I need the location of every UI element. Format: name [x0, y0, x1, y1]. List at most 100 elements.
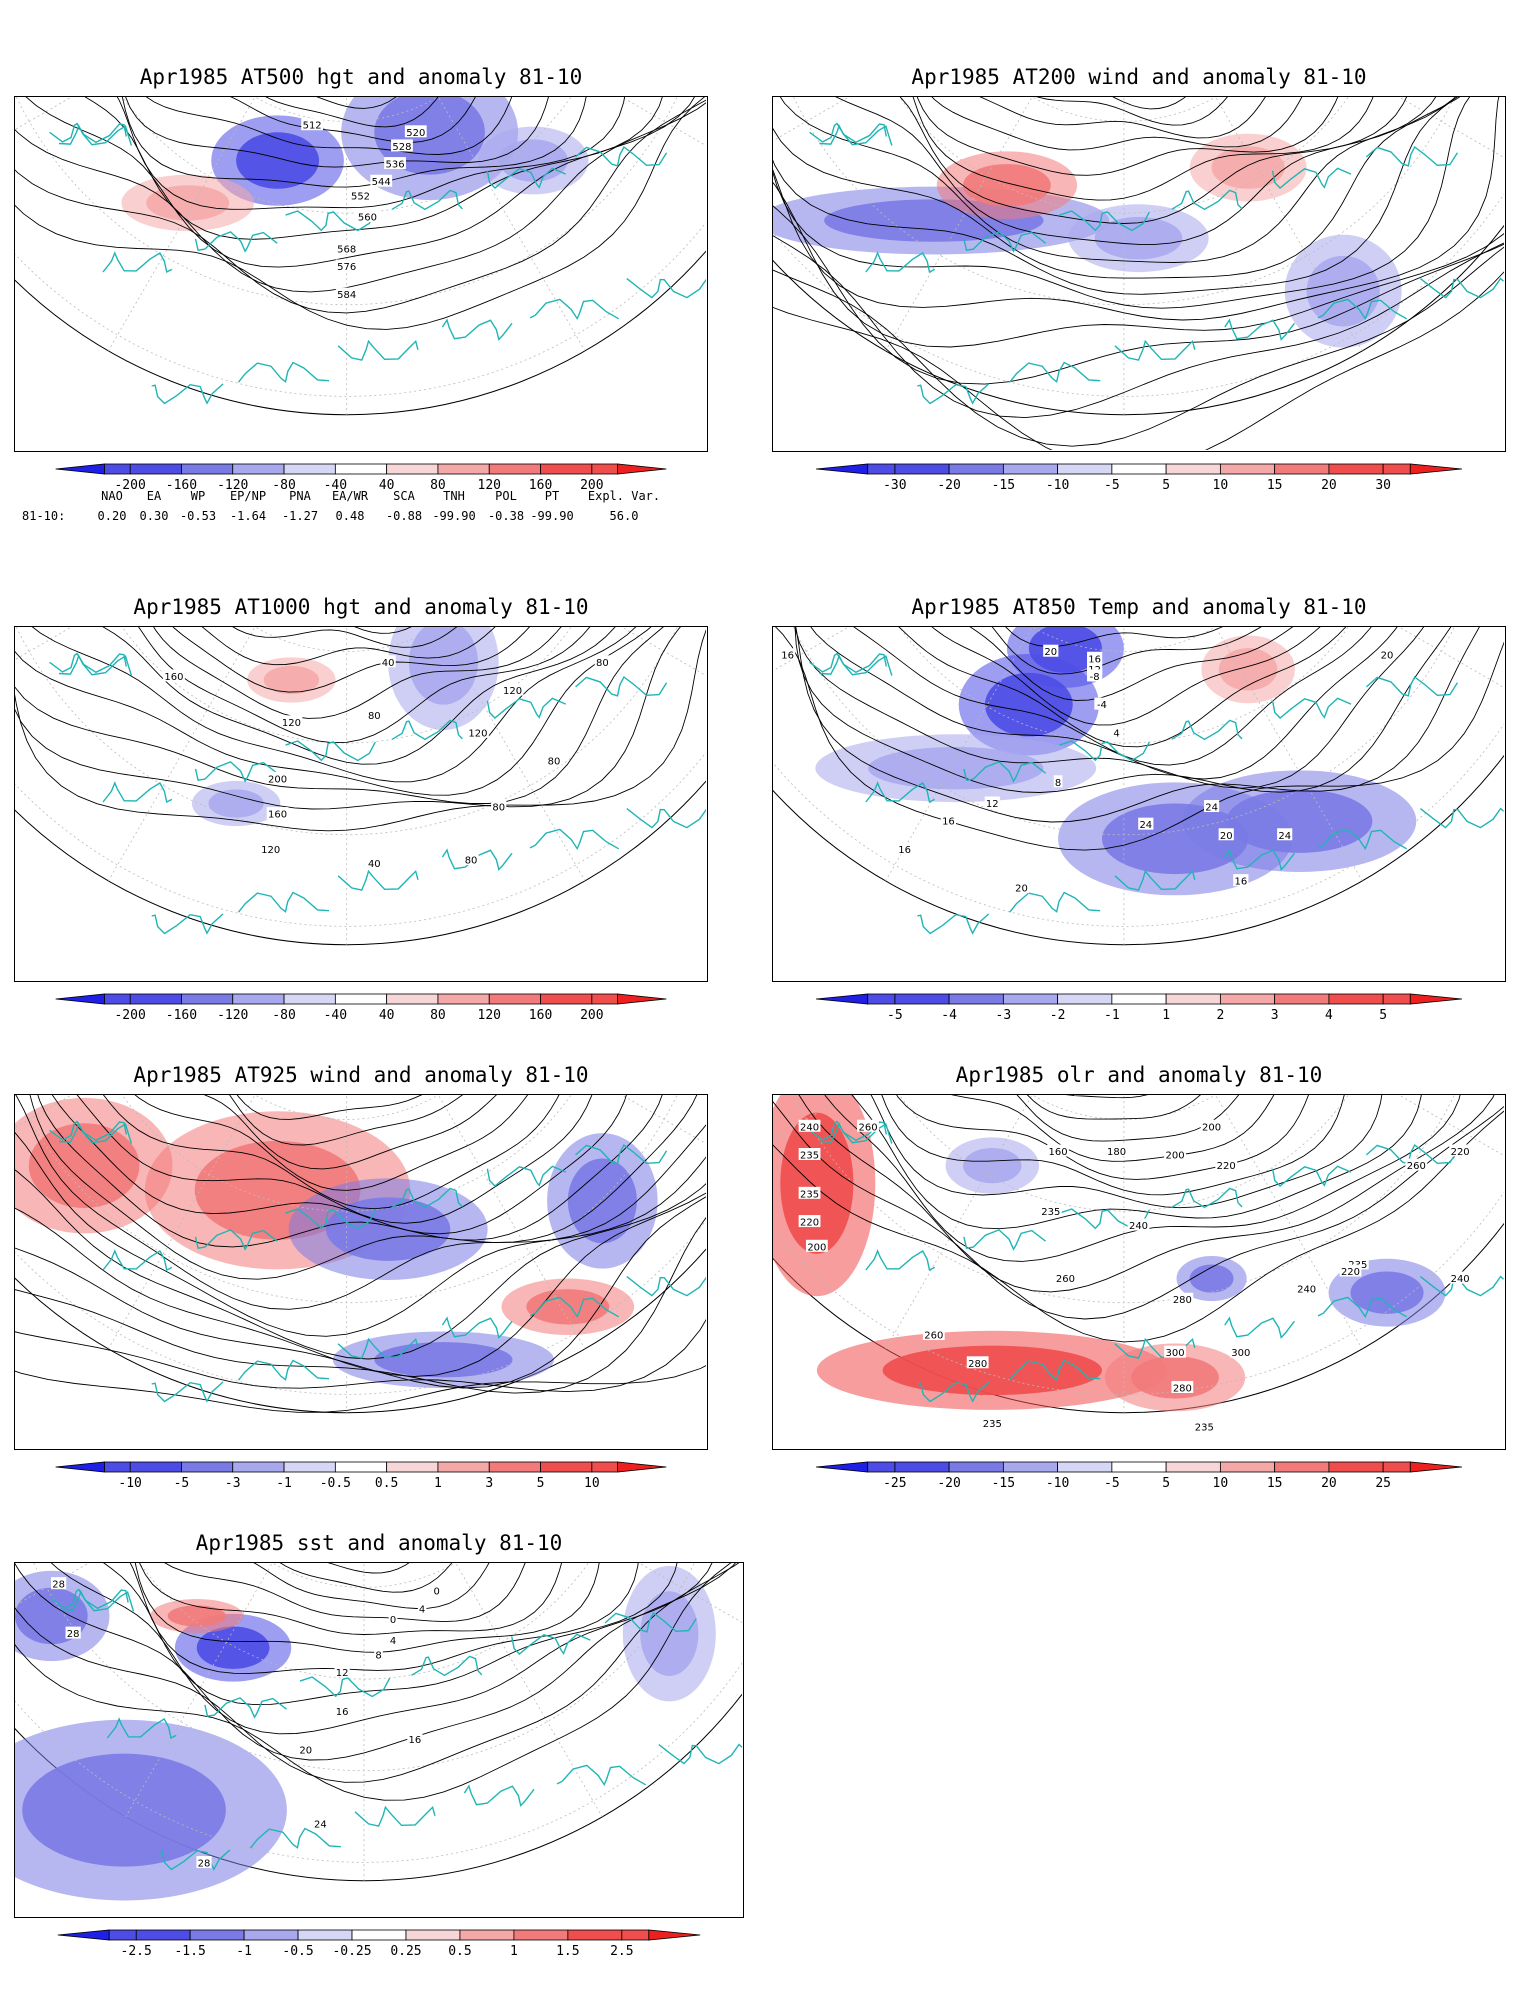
- contour-line: [76, 1095, 593, 1224]
- tele-header-pol: POL: [495, 489, 517, 503]
- contour-label: 560: [358, 213, 377, 224]
- coastline: [575, 675, 668, 697]
- contour-label: 260: [858, 1122, 877, 1133]
- contour-label-bg: [356, 210, 379, 223]
- contour-label-bg: [1449, 1144, 1472, 1157]
- contour-label-bg: [266, 771, 289, 784]
- contour-line: [931, 97, 1303, 151]
- anomaly-core: [780, 1112, 854, 1254]
- coastline: [58, 1121, 133, 1144]
- contour-line: [15, 1196, 706, 1389]
- colorbar-bin: [894, 463, 950, 475]
- tele-header-eawr: EA/WR: [331, 489, 369, 503]
- contour-line: [116, 97, 626, 210]
- contour-line: [84, 97, 663, 240]
- contour-line: [991, 627, 1262, 675]
- coastline: [285, 740, 376, 762]
- contour-line: [15, 1192, 706, 1377]
- colorbar-arrow-left: [55, 463, 105, 475]
- contour-label-bg: [334, 1665, 350, 1678]
- colorbar-tick-label: -2.5: [121, 1944, 152, 1959]
- contour-line: [773, 97, 1461, 279]
- contour-line: [979, 97, 1266, 139]
- contour-label-bg: [798, 1215, 821, 1228]
- tele-value-pt: -99.90: [530, 509, 574, 523]
- colorbar-bin: [488, 993, 541, 1005]
- colorbar-tick-label: -3: [225, 1476, 241, 1491]
- contour-label: 260: [924, 1331, 943, 1342]
- contour-line: [773, 1101, 1504, 1320]
- coastline: [626, 1276, 706, 1297]
- coastline: [337, 339, 419, 361]
- coastline: [204, 1697, 287, 1719]
- colorbar-tick-label: -0.25: [332, 1944, 371, 1959]
- colorbar-tick-label: -80: [272, 1008, 295, 1023]
- colorbar-tick-label: -20: [937, 1476, 960, 1491]
- coastline: [285, 210, 376, 232]
- coastline: [1365, 675, 1458, 697]
- anomaly-core: [526, 1289, 610, 1325]
- colorbar-tick-label: 10: [584, 1476, 600, 1491]
- colorbar-tick-label: -15: [992, 478, 1015, 493]
- coastline: [1271, 167, 1352, 189]
- contour-line: [164, 1563, 526, 1623]
- colorbar-tick-label: -1: [1104, 1008, 1120, 1023]
- colorbar-tick-label: -20: [937, 478, 960, 493]
- contour-label-bg: [366, 708, 382, 721]
- colorbar-tick-label: -40: [324, 478, 347, 493]
- colorbar-bin: [283, 993, 336, 1005]
- contour-label: 235: [800, 1151, 819, 1162]
- colorbar-tick-label: -1: [276, 1476, 292, 1491]
- contour-label-bg: [266, 807, 289, 820]
- contour-label: 200: [1166, 1151, 1185, 1162]
- coastline: [1171, 189, 1243, 211]
- colorbar-bin: [297, 1929, 353, 1941]
- colorbar-tick-label: 0.5: [448, 1944, 471, 1959]
- colorbar-tick-label: 3: [485, 1476, 493, 1491]
- contour-line: [29, 1095, 698, 1280]
- colorbar-arrow-right: [617, 1461, 667, 1473]
- coastline: [1009, 361, 1101, 383]
- colorbar-tick-label: -0.5: [282, 1944, 313, 1959]
- colorbar-tick-label: 5: [1162, 1476, 1170, 1491]
- contour-label: 16: [942, 817, 955, 828]
- coastline: [604, 1611, 697, 1633]
- contour-line: [951, 1095, 1275, 1162]
- contour-line: [134, 1563, 600, 1653]
- colorbar-tick-label: -5: [1104, 1476, 1120, 1491]
- colorbar-tick-label: 3: [1271, 1008, 1279, 1023]
- tele-header-wp: WP: [190, 489, 206, 503]
- coastline: [486, 167, 567, 189]
- coastline: [658, 1743, 742, 1765]
- contour-line: [912, 97, 1374, 201]
- colorbar-tick-label: 0.25: [390, 1944, 421, 1959]
- latitude-gridline: [899, 1095, 1349, 1212]
- colorbar-bin: [1111, 1461, 1167, 1473]
- contour-label-bg: [805, 1239, 828, 1252]
- coastline: [151, 913, 224, 935]
- coastline: [917, 913, 990, 935]
- contour-label-bg: [546, 754, 562, 767]
- anomaly-core: [167, 1605, 226, 1627]
- contour-label: 200: [1202, 1122, 1221, 1133]
- colorbar-tick-label: 40: [379, 478, 395, 493]
- contour-label-bg: [1379, 648, 1395, 661]
- contour-label-bg: [1087, 651, 1103, 664]
- contour-line: [102, 627, 616, 765]
- colorbar-tick-label: 2: [1216, 1008, 1224, 1023]
- contour-line: [15, 627, 681, 810]
- contour-label: 120: [261, 845, 280, 856]
- tele-header-epnp: EP/NP: [229, 489, 267, 503]
- contour-label-bg: [280, 715, 303, 728]
- colorbar-bin: [181, 993, 234, 1005]
- anomaly-core: [263, 665, 320, 695]
- panel-olr: Apr1985 olr and anomaly 81-10 240 260 235 2…: [772, 1062, 1506, 1492]
- contour-line: [773, 97, 1458, 295]
- contour-label-bg: [1405, 1158, 1428, 1171]
- tele-header-nao: NAO: [101, 489, 123, 503]
- colorbar-arrow-left: [816, 463, 869, 475]
- contour-label-bg: [594, 655, 610, 668]
- coastline: [58, 123, 133, 146]
- colorbar-tick-label: 160: [529, 478, 552, 493]
- coastline: [1114, 1337, 1196, 1359]
